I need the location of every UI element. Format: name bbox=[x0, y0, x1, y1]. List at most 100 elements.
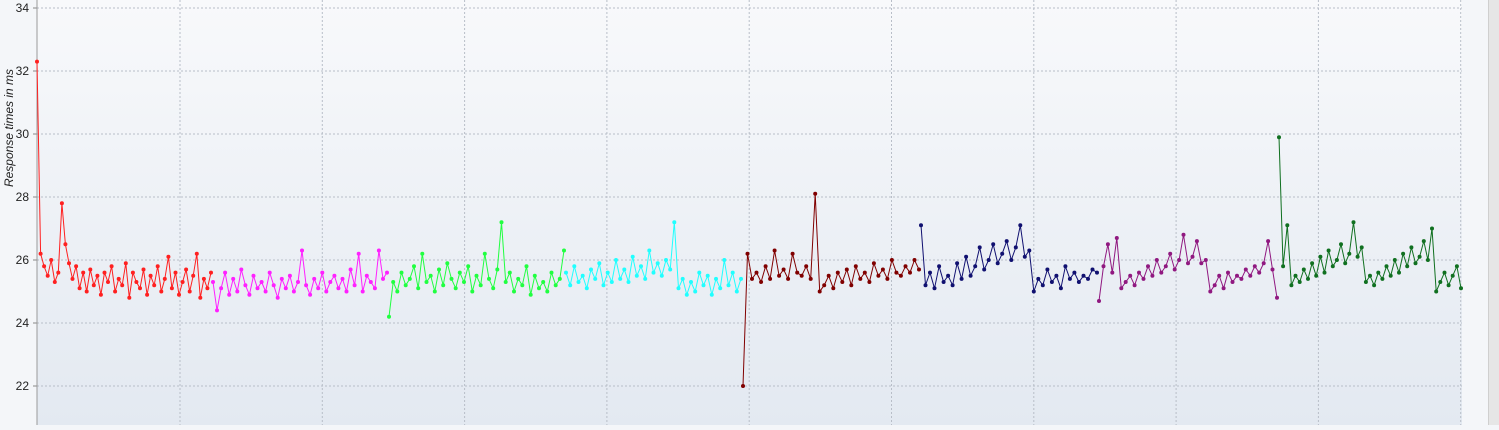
data-point bbox=[74, 264, 79, 269]
data-point bbox=[932, 286, 937, 291]
data-point bbox=[1045, 267, 1050, 272]
data-point bbox=[1230, 280, 1235, 284]
data-point bbox=[1334, 258, 1339, 262]
data-point bbox=[145, 292, 150, 297]
data-point bbox=[549, 270, 554, 275]
data-point bbox=[524, 264, 529, 269]
data-point bbox=[499, 220, 504, 225]
data-point bbox=[1405, 264, 1410, 269]
data-point bbox=[134, 280, 139, 284]
data-point bbox=[597, 261, 602, 266]
data-point bbox=[680, 276, 685, 281]
data-point bbox=[209, 270, 213, 275]
data-point bbox=[59, 201, 64, 206]
data-point bbox=[1376, 270, 1381, 275]
data-point bbox=[304, 283, 309, 288]
data-point bbox=[822, 283, 827, 288]
series-3 bbox=[387, 220, 566, 319]
data-point bbox=[1146, 264, 1150, 269]
data-point bbox=[1172, 267, 1177, 272]
data-point bbox=[1049, 280, 1054, 284]
data-point bbox=[1306, 276, 1310, 281]
data-point bbox=[291, 289, 296, 294]
data-point bbox=[1417, 254, 1422, 259]
data-point bbox=[831, 286, 836, 291]
data-point bbox=[235, 289, 240, 294]
data-point bbox=[449, 276, 454, 281]
y-tick-label: 34 bbox=[16, 1, 30, 15]
data-point bbox=[219, 286, 224, 291]
data-point bbox=[356, 251, 361, 256]
data-point bbox=[986, 258, 991, 262]
data-point bbox=[1076, 280, 1081, 284]
data-point bbox=[1293, 273, 1298, 278]
data-point bbox=[67, 261, 71, 266]
data-point bbox=[1141, 276, 1146, 281]
data-point bbox=[491, 286, 496, 291]
data-point bbox=[1159, 270, 1164, 275]
data-point bbox=[647, 248, 652, 253]
data-point bbox=[344, 289, 349, 294]
data-point bbox=[1409, 245, 1414, 250]
data-point bbox=[166, 254, 171, 259]
data-point bbox=[1339, 242, 1343, 247]
data-point bbox=[1413, 261, 1418, 266]
series-5 bbox=[741, 191, 921, 388]
data-point bbox=[35, 59, 39, 64]
data-point bbox=[1095, 270, 1099, 275]
data-point bbox=[296, 280, 300, 284]
data-point bbox=[1343, 261, 1348, 266]
series-1 bbox=[35, 59, 213, 300]
data-point bbox=[853, 264, 858, 269]
data-point bbox=[191, 273, 196, 278]
data-point bbox=[937, 264, 942, 269]
data-point bbox=[709, 292, 714, 297]
data-point bbox=[1434, 289, 1439, 294]
data-point bbox=[385, 270, 389, 275]
data-point bbox=[187, 289, 192, 294]
data-point bbox=[381, 276, 385, 281]
data-point bbox=[1072, 270, 1077, 275]
data-point bbox=[923, 283, 928, 288]
data-point bbox=[1438, 280, 1443, 284]
data-point bbox=[106, 280, 110, 284]
data-point bbox=[817, 289, 822, 294]
data-point bbox=[503, 280, 508, 284]
data-point bbox=[894, 270, 899, 275]
data-point bbox=[862, 270, 867, 275]
series-line bbox=[212, 250, 388, 311]
data-point bbox=[1359, 245, 1364, 250]
data-point bbox=[601, 283, 606, 288]
data-point bbox=[576, 280, 581, 284]
data-point bbox=[763, 264, 768, 269]
data-point bbox=[1022, 254, 1027, 259]
data-point bbox=[1289, 283, 1294, 288]
data-point bbox=[399, 270, 404, 275]
data-point bbox=[693, 289, 698, 294]
data-point bbox=[360, 289, 365, 294]
y-tick-label: 32 bbox=[16, 64, 30, 78]
data-point bbox=[919, 223, 923, 228]
data-point bbox=[1168, 251, 1173, 256]
data-point bbox=[614, 258, 618, 262]
data-point bbox=[739, 276, 743, 281]
data-point bbox=[328, 280, 333, 284]
data-point bbox=[946, 273, 951, 278]
data-point bbox=[835, 270, 840, 275]
data-point bbox=[1330, 264, 1335, 269]
data-point bbox=[605, 270, 610, 275]
data-point bbox=[84, 289, 89, 294]
data-point bbox=[95, 273, 100, 278]
data-point bbox=[1347, 251, 1352, 256]
data-point bbox=[777, 273, 782, 278]
data-point bbox=[562, 248, 566, 253]
data-point bbox=[580, 273, 585, 278]
data-point bbox=[495, 267, 500, 272]
data-point bbox=[420, 251, 425, 256]
data-point bbox=[528, 292, 533, 297]
data-point bbox=[1081, 273, 1086, 278]
data-point bbox=[141, 267, 146, 272]
data-point bbox=[38, 251, 43, 256]
data-point bbox=[955, 261, 960, 266]
